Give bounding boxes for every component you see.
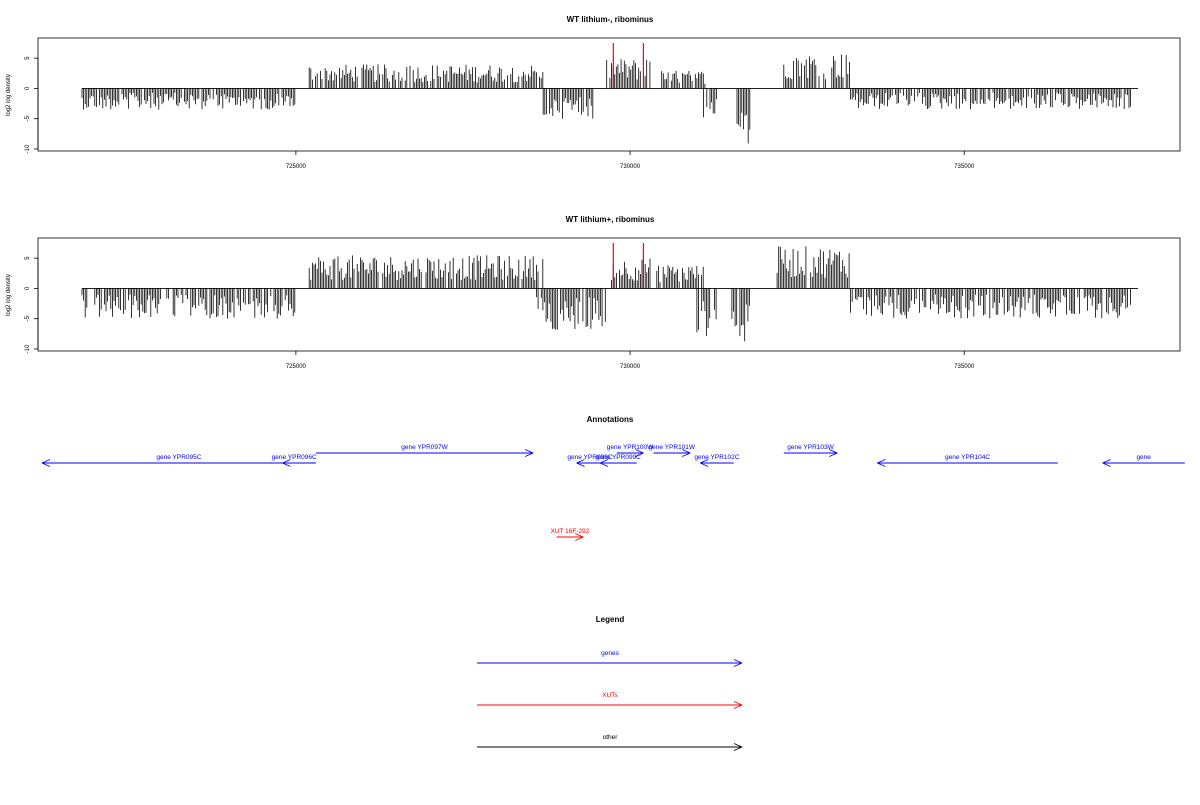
coverage-bars	[81, 54, 1131, 144]
y-tick-label: 5	[25, 56, 31, 60]
legend-label: other	[603, 734, 619, 741]
feature-label: gene YPR104C	[945, 454, 990, 461]
y-tick-label: -5	[25, 115, 31, 121]
track-lithium-minus: WT lithium-, ribominus log2 log density …	[6, 15, 1181, 170]
x-tick-label: 735000	[954, 164, 975, 170]
feature-label: XUT 16F-292	[550, 528, 589, 535]
x-axis: 725000 730000 735000	[286, 151, 975, 170]
legend-label: XUTs	[602, 692, 618, 699]
y-axis-label: log2 log density	[6, 274, 12, 316]
gene-feature	[1102, 459, 1185, 467]
legend-other-arrow	[477, 743, 743, 751]
feature-label: gene YPR099C	[596, 454, 641, 461]
track-title: WT lithium+, ribominus	[566, 215, 655, 224]
y-axis: -10 -5 0 5	[25, 56, 39, 153]
highlight-bars	[612, 243, 645, 289]
gene-feature	[576, 459, 604, 467]
x-axis: 725000 730000 735000	[286, 351, 975, 370]
y-tick-label: -10	[25, 344, 31, 353]
xut-feature	[556, 533, 584, 541]
gene-feature	[315, 449, 534, 457]
y-axis: -10 -5 0 5	[25, 256, 39, 353]
legend-xut-arrow	[477, 701, 743, 709]
feature-label: gene YPR095C	[156, 454, 201, 461]
legend-title: Legend	[596, 615, 625, 624]
legend-gene-arrow	[477, 659, 743, 667]
x-tick-label: 730000	[620, 364, 641, 370]
x-tick-label: 730000	[620, 164, 641, 170]
y-axis-label: log2 log density	[6, 74, 12, 116]
x-tick-label: 725000	[286, 364, 307, 370]
feature-list: gene YPR095C gene YPR096C gene YPR097W gene…	[41, 444, 1185, 541]
feature-label: gene YPR102C	[694, 454, 739, 461]
gene-feature	[700, 459, 734, 467]
y-tick-label: -5	[25, 315, 31, 321]
feature-label: gene YPR100W	[607, 444, 654, 451]
feature-label: gene YPR097W	[401, 444, 448, 451]
gene-feature	[783, 449, 838, 457]
legend: Legend genes XUTs other	[477, 615, 743, 751]
y-tick-label: 0	[25, 86, 31, 90]
feature-label: gene	[1136, 454, 1151, 461]
feature-label: gene YPR101W	[649, 444, 696, 451]
y-tick-label: 5	[25, 256, 31, 260]
legend-label: genes	[601, 650, 619, 657]
track-lithium-plus: WT lithium+, ribominus log2 log density …	[6, 215, 1181, 370]
x-tick-label: 725000	[286, 164, 307, 170]
annotations-title: Annotations	[587, 415, 634, 424]
gene-feature	[653, 449, 691, 457]
gene-feature	[877, 459, 1058, 467]
gene-feature	[41, 459, 316, 467]
coverage-bars	[81, 246, 1131, 342]
y-tick-label: -10	[25, 144, 31, 153]
track-title: WT lithium-, ribominus	[567, 15, 654, 24]
legend-items: genes XUTs other	[477, 650, 743, 751]
x-tick-label: 735000	[954, 364, 975, 370]
annotations-panel: Annotations gene YPR095C gene YPR096Cgene…	[41, 415, 1185, 541]
gene-feature	[599, 459, 637, 467]
highlight-bars	[612, 43, 645, 89]
feature-label: gene YPR103W	[787, 444, 834, 451]
y-tick-label: 0	[25, 286, 31, 290]
feature-label: gene YPR096C	[272, 454, 317, 461]
feature-label: gene YPR098C	[567, 454, 612, 461]
gene-feature	[616, 449, 644, 457]
gene-feature	[282, 459, 306, 467]
